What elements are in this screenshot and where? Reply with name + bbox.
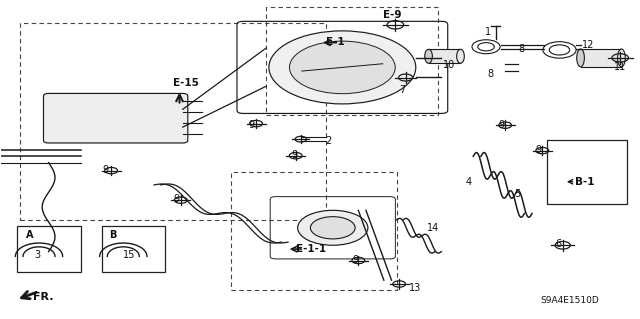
Text: 9: 9 — [536, 145, 542, 155]
Bar — [20, 23, 326, 220]
Ellipse shape — [425, 49, 433, 63]
Ellipse shape — [457, 49, 465, 63]
Text: 10: 10 — [444, 60, 456, 70]
Bar — [230, 172, 397, 290]
Text: 8: 8 — [487, 69, 493, 79]
Text: S9A4E1510D: S9A4E1510D — [540, 296, 599, 305]
Text: 6: 6 — [555, 239, 561, 249]
Bar — [266, 7, 438, 115]
Circle shape — [289, 41, 396, 94]
Text: FR.: FR. — [33, 292, 53, 302]
Text: 2: 2 — [325, 136, 332, 146]
Text: 14: 14 — [428, 223, 440, 233]
Text: E-9: E-9 — [383, 10, 401, 20]
Text: 11: 11 — [614, 62, 626, 72]
FancyBboxPatch shape — [44, 93, 188, 143]
Text: 3: 3 — [35, 250, 41, 260]
Text: 7: 7 — [399, 85, 405, 95]
Text: 9: 9 — [352, 255, 358, 264]
Text: B: B — [109, 230, 116, 240]
Text: 9: 9 — [248, 120, 255, 130]
Text: 5: 5 — [514, 189, 520, 199]
Text: 1: 1 — [484, 27, 491, 37]
Text: A: A — [26, 230, 34, 240]
Text: E-1: E-1 — [326, 37, 345, 47]
Text: 12: 12 — [582, 40, 594, 49]
Bar — [429, 49, 461, 63]
Text: 15: 15 — [124, 250, 136, 260]
Text: 4: 4 — [466, 177, 472, 187]
Ellipse shape — [618, 49, 625, 67]
Text: 9: 9 — [173, 194, 179, 204]
Text: B-1: B-1 — [575, 177, 595, 187]
Text: 9: 9 — [291, 150, 298, 160]
Text: 8: 8 — [518, 44, 524, 54]
Circle shape — [269, 31, 416, 104]
Text: 9: 9 — [499, 120, 505, 130]
Bar — [580, 49, 621, 67]
Text: 13: 13 — [410, 283, 422, 293]
Text: E-15: E-15 — [173, 78, 199, 88]
Bar — [17, 226, 81, 272]
Bar — [547, 140, 627, 204]
Circle shape — [310, 217, 355, 239]
Circle shape — [298, 210, 368, 245]
Bar — [102, 226, 166, 272]
Ellipse shape — [577, 49, 584, 67]
Text: 9: 9 — [103, 165, 109, 175]
Text: E-1-1: E-1-1 — [296, 244, 326, 254]
